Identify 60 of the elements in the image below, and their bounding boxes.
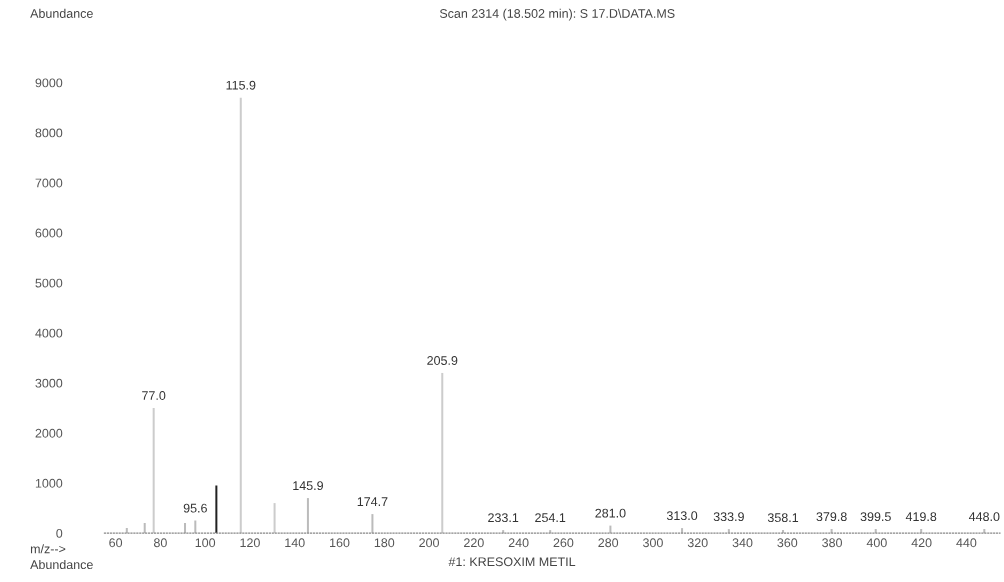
y-tick-label: 9000: [35, 78, 63, 88]
x-tick-label: 60: [109, 538, 123, 548]
x-tick-label: 180: [374, 538, 395, 548]
text: Abundance: [30, 559, 93, 570]
x-tick-label: 200: [419, 538, 439, 548]
annotation: 254.1: [535, 513, 566, 523]
bar: [239, 97, 242, 534]
x-tick-label: 400: [866, 538, 887, 548]
y-tick-label: 4000: [35, 328, 63, 338]
annotation: 281.0: [595, 508, 626, 518]
y-tick-label: 3000: [35, 378, 63, 388]
x-tick-label: 80: [153, 538, 167, 548]
annotation: 145.9: [293, 481, 323, 491]
bar: [371, 514, 374, 534]
x-tick-label: 260: [553, 538, 574, 548]
x-tick-label: 140: [285, 538, 305, 548]
annotation: 174.7: [357, 497, 388, 506]
annotation: 115.9: [226, 80, 256, 90]
annotation: 379.8: [816, 512, 847, 522]
y-tick-label: 8000: [35, 128, 63, 138]
bar: [215, 485, 218, 534]
bar: [306, 498, 309, 534]
x-tick-label: 160: [330, 538, 350, 548]
annotation: 448.0: [968, 512, 1000, 522]
annotation: 77.0: [142, 391, 166, 400]
x-axis-title: m/z-->: [30, 544, 66, 554]
annotation: 358.1: [767, 513, 799, 523]
x-tick-label: 340: [732, 538, 753, 548]
text: #1: KRESOXIM METIL: [448, 557, 576, 567]
y-tick-label: 6000: [35, 228, 63, 238]
x-tick-label: 280: [598, 538, 619, 548]
x-tick-label: 120: [240, 538, 260, 548]
annotation: 313.0: [666, 511, 698, 521]
annotation: 95.6: [183, 503, 207, 513]
x-tick-label: 300: [643, 538, 663, 548]
y-tick-label: 5000: [35, 278, 63, 288]
x-tick-label: 320: [687, 538, 708, 548]
bar: [441, 372, 444, 534]
bar: [184, 523, 187, 534]
y-tick-label: 1000: [35, 478, 63, 488]
bar: [143, 523, 146, 534]
x-tick-label: 380: [822, 538, 842, 548]
y-tick-label: 7000: [35, 178, 63, 188]
annotation: 233.1: [488, 513, 519, 523]
bar: [273, 503, 276, 534]
annotation: 419.8: [905, 512, 937, 522]
x-tick-label: 420: [911, 538, 932, 548]
x-tick-label: 100: [195, 538, 216, 548]
annotation: 205.9: [427, 356, 458, 365]
x-tick-label: 440: [956, 538, 977, 548]
bar: [152, 407, 155, 534]
chart-title: Scan 2314 (18.502 min): S 17.D\DATA.MS: [439, 8, 675, 21]
x-tick-label: 220: [464, 538, 484, 548]
y-tick-label: 0: [56, 528, 63, 538]
x-tick-label: 240: [508, 538, 529, 548]
x-tick-label: 360: [777, 538, 798, 548]
annotation: 399.5: [860, 512, 891, 522]
y-axis-title: Abundance: [30, 8, 93, 18]
y-tick-label: 2000: [35, 428, 63, 438]
annotation: 333.9: [713, 512, 744, 522]
